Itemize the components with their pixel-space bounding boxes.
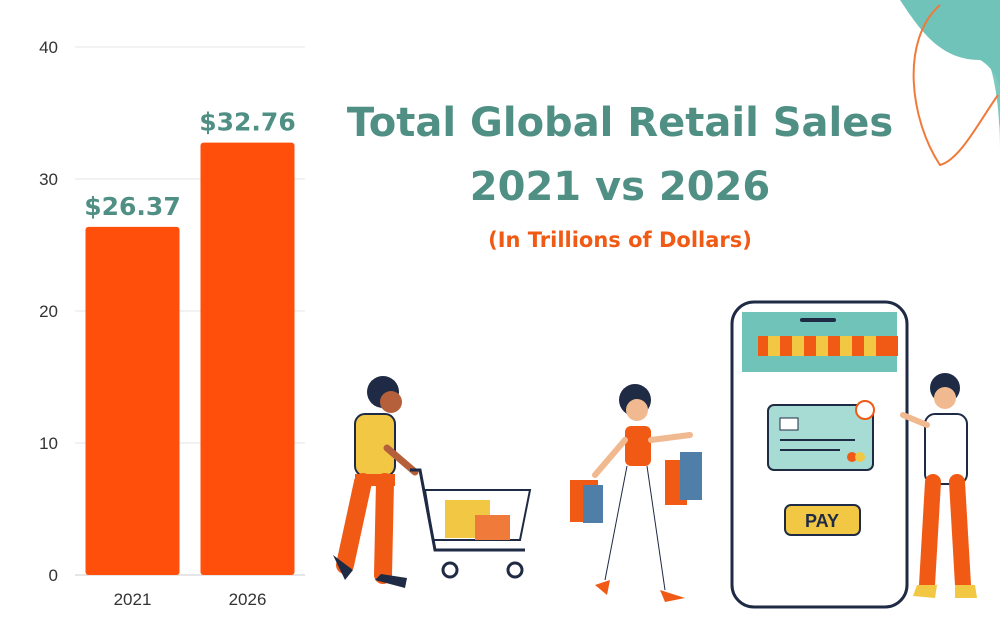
x-tick-label: 2026 (229, 590, 267, 609)
bar-2026 (200, 142, 295, 575)
pay-button-label: PAY (805, 511, 839, 531)
y-tick-label: 40 (39, 38, 58, 57)
woman-with-bags-illustration (570, 384, 702, 602)
data-label: $26.37 (84, 192, 180, 221)
x-tick-label: 2021 (114, 590, 152, 609)
y-tick-label: 20 (39, 302, 58, 321)
bar-chart: 0 10 20 30 40 $26.37 $32.76 2021 2026 (39, 38, 305, 609)
phone-store-illustration: PAY (730, 300, 909, 609)
y-tick-label: 10 (39, 434, 58, 453)
y-tick-label: 0 (49, 566, 58, 585)
standing-man-illustration (900, 373, 977, 598)
chart-subtitle: (In Trillions of Dollars) (488, 228, 752, 252)
bar-2021 (85, 226, 180, 575)
chart-title-line2: 2021 vs 2026 (469, 164, 771, 210)
teal-blob-decoration (900, 0, 1000, 167)
data-label: $32.76 (199, 108, 295, 137)
chart-title-line1: Total Global Retail Sales (346, 100, 894, 146)
man-with-cart-illustration (333, 376, 532, 588)
y-tick-label: 30 (39, 170, 58, 189)
